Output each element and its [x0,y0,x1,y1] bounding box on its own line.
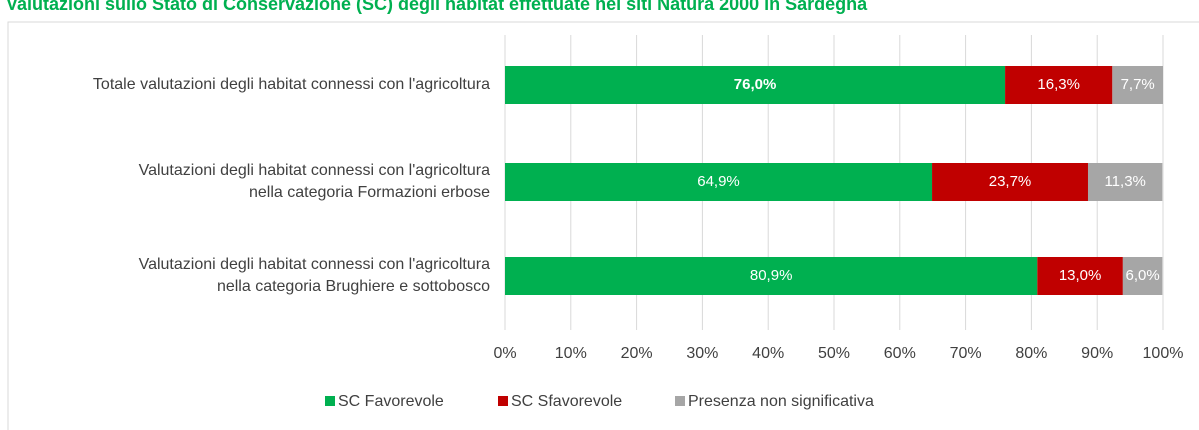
value-label: 23,7% [989,173,1032,190]
x-tick-label: 80% [1015,345,1047,362]
legend-label: SC Sfavorevole [511,393,622,410]
x-tick-label: 30% [686,345,718,362]
value-label: 7,7% [1121,76,1155,93]
x-tick-label: 60% [884,345,916,362]
legend-label: SC Favorevole [338,393,444,410]
value-label: 80,9% [750,267,793,284]
value-label: 6,0% [1126,267,1160,284]
chart-frame [7,21,1199,430]
legend-swatch [325,396,335,406]
value-label: 13,0% [1059,267,1102,284]
bar-segment [1122,257,1163,295]
value-label: 11,3% [1104,173,1145,190]
x-tick-label: 40% [752,345,784,362]
chart-title: Valutazioni sullo Stato di Conservazione… [6,0,868,14]
x-tick-label: 100% [1143,345,1184,362]
legend-swatch [675,396,685,406]
bar-segment [505,163,933,201]
category-label: Totale valutazioni degli habitat conness… [93,76,490,93]
bar-segment [1112,66,1163,104]
bar-segment [932,163,1088,201]
bar-segment [505,257,1038,295]
x-tick-label: 70% [950,345,982,362]
category-label: Valutazioni degli habitat connessi con l… [139,256,491,273]
x-tick-label: 10% [555,345,587,362]
value-label: 64,9% [697,173,740,190]
value-label: 16,3% [1037,76,1080,93]
bar-segment [1005,66,1113,104]
x-tick-label: 90% [1081,345,1113,362]
legend-swatch [498,396,508,406]
bar-segment [1037,257,1123,295]
value-label: 76,0% [734,76,777,93]
x-tick-label: 20% [621,345,653,362]
legend-label: Presenza non significativa [688,393,874,410]
bar-segment [505,66,1006,104]
x-tick-label: 0% [493,345,516,362]
category-label: nella categoria Brughiere e sottobosco [217,278,490,295]
x-tick-label: 50% [818,345,850,362]
category-label: nella categoria Formazioni erbose [249,184,490,201]
bar-segment [1087,163,1163,201]
category-label: Valutazioni degli habitat connessi con l… [139,162,491,179]
